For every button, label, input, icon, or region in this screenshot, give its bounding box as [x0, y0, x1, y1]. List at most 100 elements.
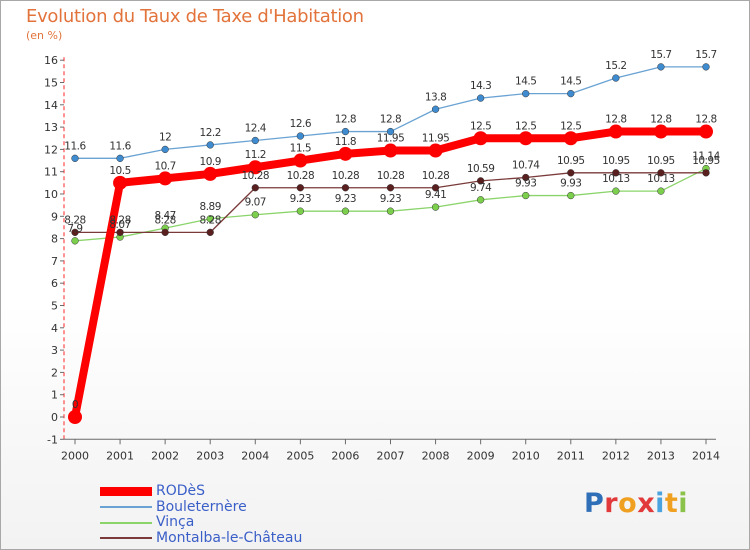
legend: RODèS Bouleternère Vinça Montalba-le-Châtea… [100, 483, 303, 547]
y-tick-label: 12 [44, 143, 58, 156]
data-label: 10.9 [200, 156, 221, 168]
legend-swatch [100, 506, 152, 509]
legend-item: RODèS [100, 483, 302, 500]
data-label: 8.07 [109, 219, 130, 231]
y-tick-label: 0 [51, 411, 58, 424]
y-tick-label: 16 [44, 54, 58, 67]
data-point-2 [567, 191, 575, 200]
units-label: (en %) [26, 29, 63, 42]
data-label: 12.5 [470, 120, 491, 132]
y-tick-label: 7 [51, 255, 58, 268]
x-tick-label: 2010 [512, 449, 540, 462]
data-label: 14.3 [470, 80, 491, 92]
data-label: 12.8 [335, 114, 356, 126]
data-label: 10.95 [692, 155, 720, 167]
data-point-3 [206, 228, 214, 237]
data-label: 15.2 [605, 60, 626, 72]
data-label: 10.95 [602, 155, 630, 167]
data-label: 9.93 [560, 178, 581, 190]
data-label: 12.8 [695, 114, 716, 126]
x-tick-label: 2003 [196, 449, 224, 462]
data-point-rodes [68, 410, 82, 424]
data-point-1 [116, 154, 124, 162]
data-label: 12.5 [515, 120, 536, 132]
data-point-rodes [383, 143, 398, 158]
legend-label: Montalba-le-Château [156, 529, 303, 546]
x-tick-label: 2013 [647, 449, 675, 462]
x-tick-label: 2005 [286, 449, 314, 462]
data-label: 8.89 [200, 201, 221, 213]
data-point-rodes [428, 143, 443, 158]
data-label: 12.6 [290, 118, 312, 130]
data-point-3 [296, 184, 305, 192]
data-label: 10.28 [332, 170, 360, 182]
data-point-rodes [293, 153, 308, 168]
data-point-1 [71, 154, 79, 162]
data-point-rodes [608, 124, 623, 139]
data-label: 15.7 [695, 49, 716, 61]
data-label: 10.74 [512, 159, 540, 171]
y-tick-label: 14 [44, 99, 58, 112]
data-point-2 [71, 237, 79, 245]
data-point-3 [116, 228, 124, 237]
data-point-2 [206, 215, 214, 223]
data-point-3 [71, 228, 79, 237]
y-tick-label: 6 [51, 277, 58, 290]
data-point-2 [341, 207, 350, 215]
data-point-rodes [248, 160, 263, 175]
data-label: 9.41 [425, 189, 446, 201]
data-label: 12.4 [245, 122, 267, 134]
data-point-2 [522, 191, 530, 200]
x-tick-label: 2008 [422, 449, 450, 462]
data-label: 8.28 [64, 214, 85, 226]
series-points [68, 63, 713, 424]
data-point-3 [567, 169, 575, 177]
data-point-3 [341, 184, 350, 192]
data-label: 12.2 [200, 127, 221, 139]
data-label: 11.5 [290, 143, 311, 155]
x-tick-label: 2006 [331, 449, 359, 462]
x-tick-label: 2004 [241, 449, 269, 462]
legend-swatch [100, 487, 152, 497]
data-label: 10.28 [377, 170, 405, 182]
data-point-1 [161, 145, 169, 154]
y-tick-label: 15 [44, 77, 58, 90]
data-point-3 [522, 173, 530, 182]
legend-label: Vinça [156, 514, 195, 530]
data-point-1 [296, 132, 305, 140]
data-point-3 [476, 177, 485, 185]
y-tick-label: 13 [44, 121, 58, 134]
data-point-3 [251, 184, 259, 192]
data-point-rodes [473, 131, 488, 146]
data-point-1 [657, 63, 665, 71]
data-point-1 [206, 141, 214, 149]
y-tick-label: 10 [44, 188, 58, 201]
data-label: 12 [159, 131, 171, 143]
legend-swatch [100, 521, 152, 524]
data-point-2 [296, 207, 305, 215]
data-point-2 [476, 196, 485, 204]
data-label: 0 [72, 399, 78, 411]
data-point-rodes [699, 124, 713, 139]
y-tick-label: 3 [51, 344, 58, 357]
data-point-1 [476, 94, 485, 102]
data-label: 9.23 [335, 193, 356, 205]
data-point-rodes [113, 175, 128, 190]
data-label: 10.28 [242, 170, 270, 182]
data-label: 8.28 [200, 214, 221, 226]
data-label: 11.95 [422, 133, 450, 145]
y-tick-label: 5 [51, 300, 58, 313]
legend-item: Montalba-le-Château [100, 529, 303, 547]
y-tick-label: 8 [51, 233, 58, 246]
data-point-1 [612, 74, 620, 82]
data-label: 14.5 [560, 76, 581, 88]
data-label: 9.93 [515, 178, 536, 190]
data-label: 12.8 [380, 114, 401, 126]
x-tick-label: 2011 [557, 449, 585, 462]
data-label: 9.23 [380, 193, 401, 205]
y-tick-label: 2 [51, 366, 58, 379]
data-label: 11.2 [245, 149, 266, 161]
y-tick-label: 4 [51, 322, 58, 335]
